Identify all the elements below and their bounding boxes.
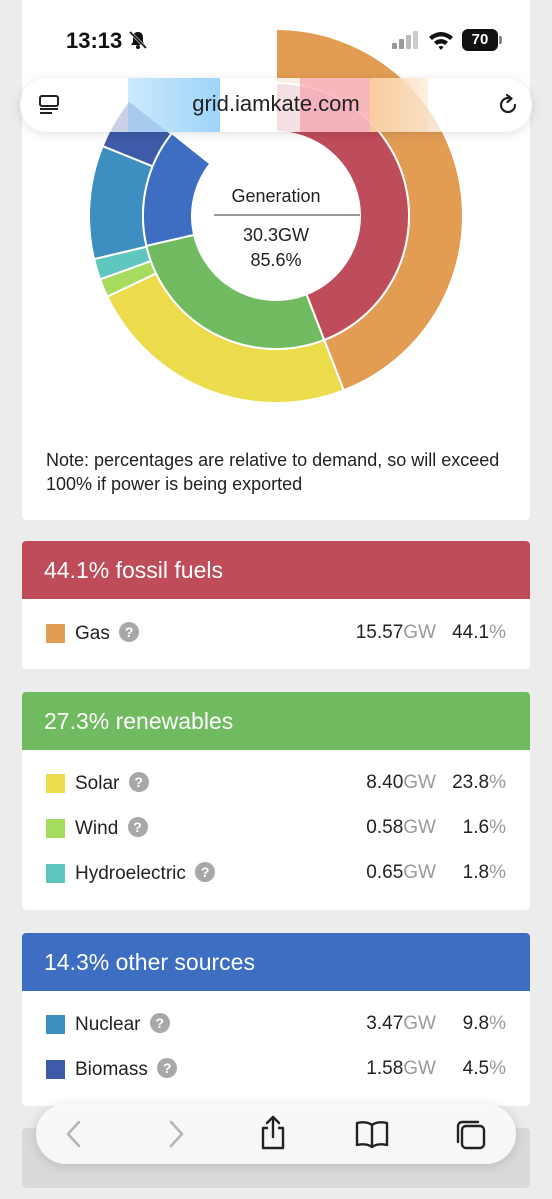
inner-slice-other-sources — [142, 131, 212, 248]
group-fossil-fuels: 44.1% fossil fuels Gas ? 15.57GW 44.1% — [22, 541, 530, 669]
source-gw: 3.47 — [366, 1013, 404, 1034]
forward-icon[interactable] — [164, 1118, 188, 1150]
battery-level: 70 — [462, 29, 498, 51]
source-pct: 1.8 — [462, 862, 490, 883]
help-icon[interactable]: ? — [149, 1013, 170, 1033]
group-other-sources: 14.3% other sources Nuclear ? 3.47GW 9.8… — [22, 933, 530, 1106]
source-gw: 0.58 — [366, 817, 404, 838]
bell-slash-icon — [128, 30, 148, 50]
group-renewables: 27.3% renewables Solar ? 8.40GW 23.8% Wi… — [22, 692, 530, 910]
tabs-icon[interactable] — [454, 1118, 488, 1152]
reload-icon[interactable] — [496, 93, 520, 117]
hydroelectric-swatch — [46, 864, 65, 883]
gas-swatch — [46, 624, 65, 643]
wifi-icon — [429, 32, 453, 50]
source-label: Gas — [75, 623, 110, 644]
source-label: Solar — [75, 773, 120, 794]
biomass-swatch — [46, 1060, 65, 1079]
status-bar: 13:13 70 — [0, 0, 552, 80]
source-pct: 23.8 — [452, 772, 490, 793]
center-value: 30.3GW — [242, 225, 310, 245]
wind-swatch — [46, 819, 65, 838]
help-icon[interactable]: ? — [119, 622, 140, 642]
center-title: Generation — [231, 186, 321, 206]
source-label: Nuclear — [75, 1014, 141, 1035]
source-row-biomass: Biomass ? 1.58GW 4.5% — [22, 1048, 530, 1092]
group-header: 44.1% fossil fuels — [22, 541, 530, 599]
source-pct: 4.5 — [462, 1058, 490, 1079]
help-icon[interactable]: ? — [127, 817, 148, 837]
source-gw: 15.57 — [355, 622, 404, 643]
browser-toolbar — [36, 1104, 516, 1164]
source-pct: 1.6 — [462, 817, 490, 838]
source-row-hydroelectric: Hydroelectric ? 0.65GW 1.8% — [22, 852, 530, 896]
group-header: 14.3% other sources — [22, 933, 530, 991]
source-gw: 0.65 — [366, 862, 404, 883]
center-divider — [214, 214, 360, 216]
source-row-nuclear: Nuclear ? 3.47GW 9.8% — [22, 1003, 530, 1047]
reader-icon[interactable] — [38, 94, 60, 116]
help-icon[interactable]: ? — [195, 862, 216, 882]
signal-icon — [392, 31, 418, 49]
share-icon[interactable] — [258, 1114, 288, 1152]
address-bar[interactable]: grid.iamkate.com — [20, 78, 532, 132]
source-label: Hydroelectric — [75, 863, 186, 884]
help-icon[interactable]: ? — [157, 1058, 178, 1078]
back-icon[interactable] — [62, 1118, 86, 1150]
note-text: Note: percentages are relative to demand… — [46, 450, 500, 494]
inner-slice-renewables — [145, 233, 326, 350]
source-gw: 1.58 — [366, 1058, 404, 1079]
nuclear-swatch — [46, 1015, 65, 1034]
source-row-solar: Solar ? 8.40GW 23.8% — [22, 762, 530, 806]
source-label: Wind — [75, 818, 119, 839]
solar-swatch — [46, 774, 65, 793]
battery-icon: 70 — [462, 29, 502, 51]
bookmarks-icon[interactable] — [354, 1118, 390, 1150]
help-icon[interactable]: ? — [128, 772, 149, 792]
source-gw: 8.40 — [366, 772, 404, 793]
url-text: grid.iamkate.com — [192, 91, 360, 116]
source-row-gas: Gas ? 15.57GW 44.1% — [22, 612, 530, 656]
center-percent: 85.6% — [250, 250, 302, 270]
status-time: 13:13 — [66, 28, 123, 53]
source-label: Biomass — [75, 1059, 148, 1080]
source-pct: 9.8 — [462, 1013, 490, 1034]
source-row-wind: Wind ? 0.58GW 1.6% — [22, 807, 530, 851]
group-header: 27.3% renewables — [22, 692, 530, 750]
source-pct: 44.1 — [452, 622, 490, 643]
